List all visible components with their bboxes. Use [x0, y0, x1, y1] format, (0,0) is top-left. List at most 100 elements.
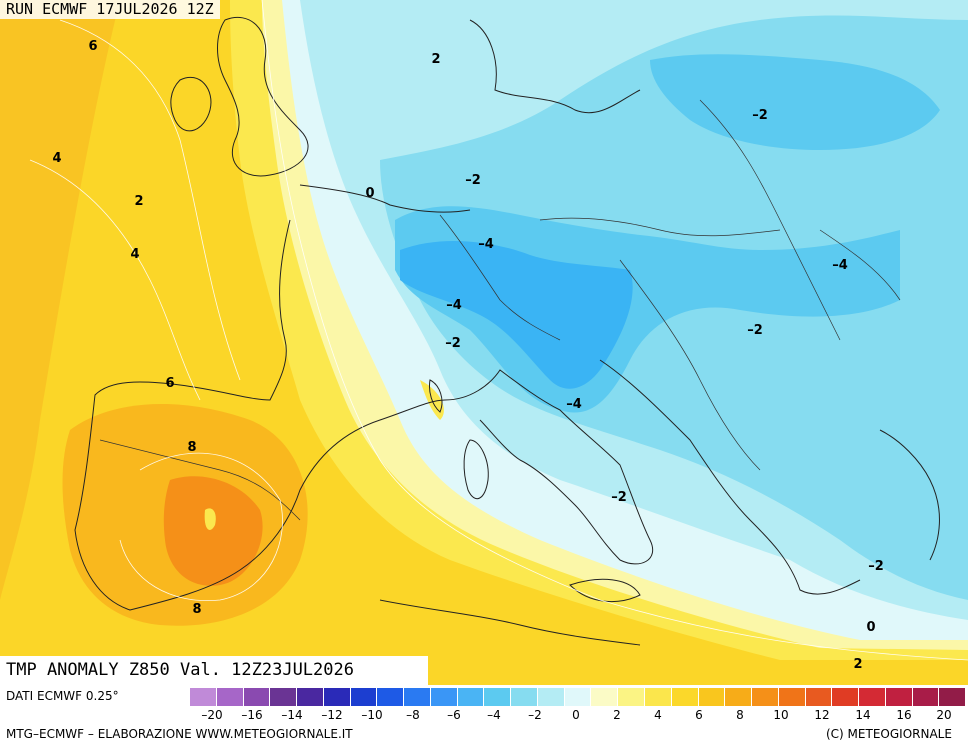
- isotherm-6: [29, 159, 201, 401]
- color-scale-tick: 12: [814, 708, 830, 722]
- border-ukraine: [819, 229, 901, 301]
- color-scale-tick: 16: [896, 708, 912, 722]
- color-scale-tick: 0: [572, 708, 580, 722]
- border-france-germany: [439, 214, 561, 341]
- contour-label: –2: [868, 559, 884, 574]
- color-scale-tick: 20: [936, 708, 952, 722]
- contour-label: –2: [752, 108, 768, 123]
- contour-label: –2: [611, 490, 627, 505]
- contour-label: 4: [130, 247, 139, 262]
- color-scale-tick: –20: [201, 708, 223, 722]
- color-swatch: [618, 688, 646, 706]
- isotherm-0: [261, 0, 968, 661]
- color-scale-tick: –4: [487, 708, 501, 722]
- color-swatch: [725, 688, 753, 706]
- map-title: TMP ANOMALY Z850 Val. 12Z23JUL2026: [0, 656, 428, 685]
- anomaly-minus-4-zone: [400, 240, 633, 389]
- borders: [99, 99, 901, 521]
- contour-label: 8: [187, 440, 196, 455]
- map-canvas: 6 4 2 4 6 8 8 2 0 –2 –2 –4 –4 –2 –4 –4 –…: [0, 0, 968, 685]
- sardinia-coast: [463, 439, 489, 500]
- color-swatch: [350, 688, 378, 706]
- color-swatch: [591, 688, 619, 706]
- color-swatch: [912, 688, 940, 706]
- denmark-baltic-coast: [469, 19, 641, 114]
- sicily-coast: [569, 578, 641, 603]
- britain-coast: [217, 16, 309, 177]
- color-swatch: [537, 688, 565, 706]
- copyright-label: (C) METEOGIORNALE: [826, 727, 952, 741]
- color-swatch: [457, 688, 485, 706]
- iberia-hot-core: [163, 476, 263, 586]
- contour-label: –4: [446, 298, 462, 313]
- contour-label: –4: [832, 258, 848, 273]
- contour-labels: 6 4 2 4 6 8 8 2 0 –2 –2 –4 –4 –2 –4 –4 –…: [52, 39, 883, 672]
- color-swatch: [805, 688, 833, 706]
- color-swatch: [564, 688, 592, 706]
- anomaly-map: 6 4 2 4 6 8 8 2 0 –2 –2 –4 –4 –2 –4 –4 –…: [0, 0, 968, 685]
- contour-label: 4: [52, 151, 61, 166]
- contour-label: 8: [192, 602, 201, 617]
- color-swatch: [190, 688, 217, 706]
- color-swatch: [832, 688, 860, 706]
- isotherm-8: [119, 452, 283, 602]
- color-swatch: [484, 688, 512, 706]
- isotherms: [29, 0, 968, 661]
- color-swatch: [939, 688, 967, 706]
- contour-label: –4: [566, 397, 582, 412]
- corsica-coast: [429, 379, 443, 413]
- contour-label: –2: [445, 336, 461, 351]
- contour-label: –4: [478, 237, 494, 252]
- color-swatch: [377, 688, 405, 706]
- color-swatch: [671, 688, 699, 706]
- credit-label: MTG–ECMWF – ELABORAZIONE WWW.METEOGIORNA…: [6, 727, 353, 741]
- contour-label: 2: [134, 194, 143, 209]
- color-scale-tick: –6: [447, 708, 461, 722]
- anomaly-minus-3-north-zone: [650, 54, 940, 150]
- france-north-coast: [299, 184, 471, 213]
- contour-label: 6: [165, 376, 174, 391]
- color-scale-ticks: –20 –16 –14 –12 –10 –8 –6 –4 –2 0 2 4 6 8 10 12 14 16 20: [0, 708, 968, 722]
- border-balkans: [619, 259, 761, 471]
- coastlines: [74, 16, 940, 646]
- contour-label: 0: [365, 186, 374, 201]
- color-swatch: [645, 688, 672, 706]
- color-scale-tick: –8: [406, 708, 420, 722]
- color-swatch: [404, 688, 431, 706]
- iberia-core-center: [204, 508, 216, 530]
- color-scale-bar: [190, 688, 967, 706]
- color-swatch: [297, 688, 324, 706]
- color-swatch: [323, 688, 351, 706]
- balkan-coast: [599, 359, 861, 595]
- run-header: RUN ECMWF 17JUL2026 12Z: [0, 0, 220, 19]
- contour-label: 0: [866, 620, 875, 635]
- atlantic-warm-zone: [0, 0, 120, 600]
- contour-label: 6: [88, 39, 97, 54]
- contour-label: 2: [431, 52, 440, 67]
- border-central: [539, 217, 781, 237]
- color-scale-tick: 8: [736, 708, 744, 722]
- color-scale-tick: 6: [695, 708, 703, 722]
- color-swatch: [698, 688, 726, 706]
- color-scale-tick: –12: [321, 708, 343, 722]
- ireland-coast: [170, 76, 212, 132]
- color-scale-tick: –16: [241, 708, 263, 722]
- border-iberia: [99, 439, 301, 521]
- color-swatch: [270, 688, 298, 706]
- color-swatch: [216, 688, 244, 706]
- color-swatch: [859, 688, 886, 706]
- color-scale-tick: –10: [361, 708, 383, 722]
- color-swatch: [430, 688, 458, 706]
- border-east: [699, 99, 841, 341]
- north-africa-coast: [379, 599, 641, 646]
- turkey-coast: [879, 429, 940, 561]
- color-scale-tick: 10: [773, 708, 789, 722]
- color-swatch: [778, 688, 806, 706]
- color-swatch: [243, 688, 271, 706]
- italy-coast: [444, 369, 654, 565]
- contour-label: –2: [465, 173, 481, 188]
- color-swatch: [885, 688, 913, 706]
- data-source-label: DATI ECMWF 0.25°: [6, 689, 119, 703]
- isotherm-4: [59, 19, 241, 381]
- color-swatch: [752, 688, 779, 706]
